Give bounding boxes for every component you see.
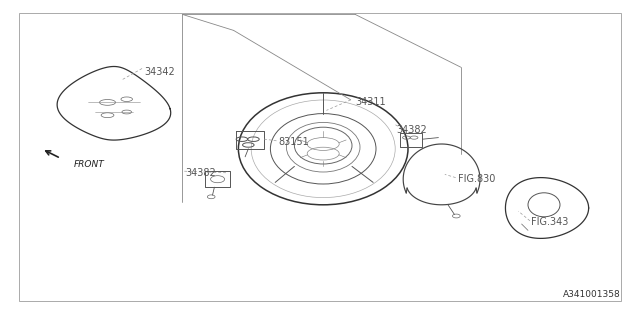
- Text: 83151: 83151: [278, 137, 309, 148]
- Text: 34382: 34382: [186, 168, 216, 178]
- Text: FRONT: FRONT: [74, 160, 104, 169]
- Text: FIG.343: FIG.343: [531, 217, 568, 228]
- Text: FIG.830: FIG.830: [458, 174, 495, 184]
- Text: A341001358: A341001358: [563, 290, 621, 299]
- Text: 34311: 34311: [355, 97, 386, 108]
- Text: 34342: 34342: [144, 67, 175, 77]
- Text: 34382: 34382: [397, 124, 428, 135]
